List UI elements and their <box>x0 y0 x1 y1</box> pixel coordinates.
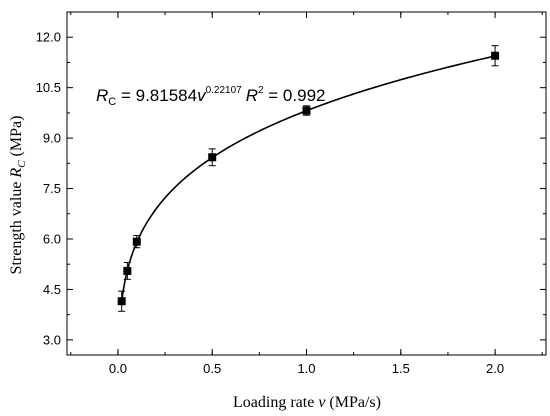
x-tick-label: 2.0 <box>486 361 504 376</box>
y-tick-label: 12.0 <box>36 30 61 45</box>
y-tick-label: 6.0 <box>43 231 61 246</box>
fit-curve-layer <box>120 55 496 302</box>
r2-var: R <box>246 86 258 105</box>
y-tick-label: 9.0 <box>43 131 61 146</box>
fit-equation-annotation: RC = 9.81584v0.22107 R2 = 0.992 <box>96 85 325 108</box>
y-axis-title: Strength value RC (MPa) <box>8 116 28 275</box>
r2-sup: 2 <box>258 85 264 96</box>
y-tick-label: 3.0 <box>43 332 61 347</box>
y-tick-label: 10.5 <box>36 80 61 95</box>
data-point <box>123 266 132 275</box>
equation-lhs-sub: C <box>108 96 116 108</box>
equation-lhs-var: R <box>96 86 108 105</box>
fit-curve <box>120 55 496 302</box>
axes: 0.0 0.5 1.0 1.5 2.0 3.0 4.5 6.0 7.5 9.0 10.5 12.0 <box>36 11 547 376</box>
x-tick-label: 0.0 <box>109 361 127 376</box>
x-tick-label: 1.0 <box>297 361 315 376</box>
data-points-layer <box>117 45 500 312</box>
plot-frame <box>66 11 547 356</box>
equation-coefficient: = 9.81584 <box>116 86 197 105</box>
r2-value: = 0.992 <box>264 86 326 105</box>
data-point <box>491 51 500 60</box>
data-point <box>117 297 126 306</box>
y-tick-label: 4.5 <box>43 282 61 297</box>
x-axis-title: Loading rate v (MPa/s) <box>233 394 381 411</box>
data-point <box>302 106 311 115</box>
x-tick-label: 1.5 <box>392 361 410 376</box>
equation-var: v <box>197 86 207 105</box>
data-point <box>132 237 141 246</box>
equation-exponent: 0.22107 <box>206 85 243 96</box>
data-point <box>208 153 217 162</box>
y-tick-label: 7.5 <box>43 181 61 196</box>
x-tick-label: 0.5 <box>203 361 221 376</box>
